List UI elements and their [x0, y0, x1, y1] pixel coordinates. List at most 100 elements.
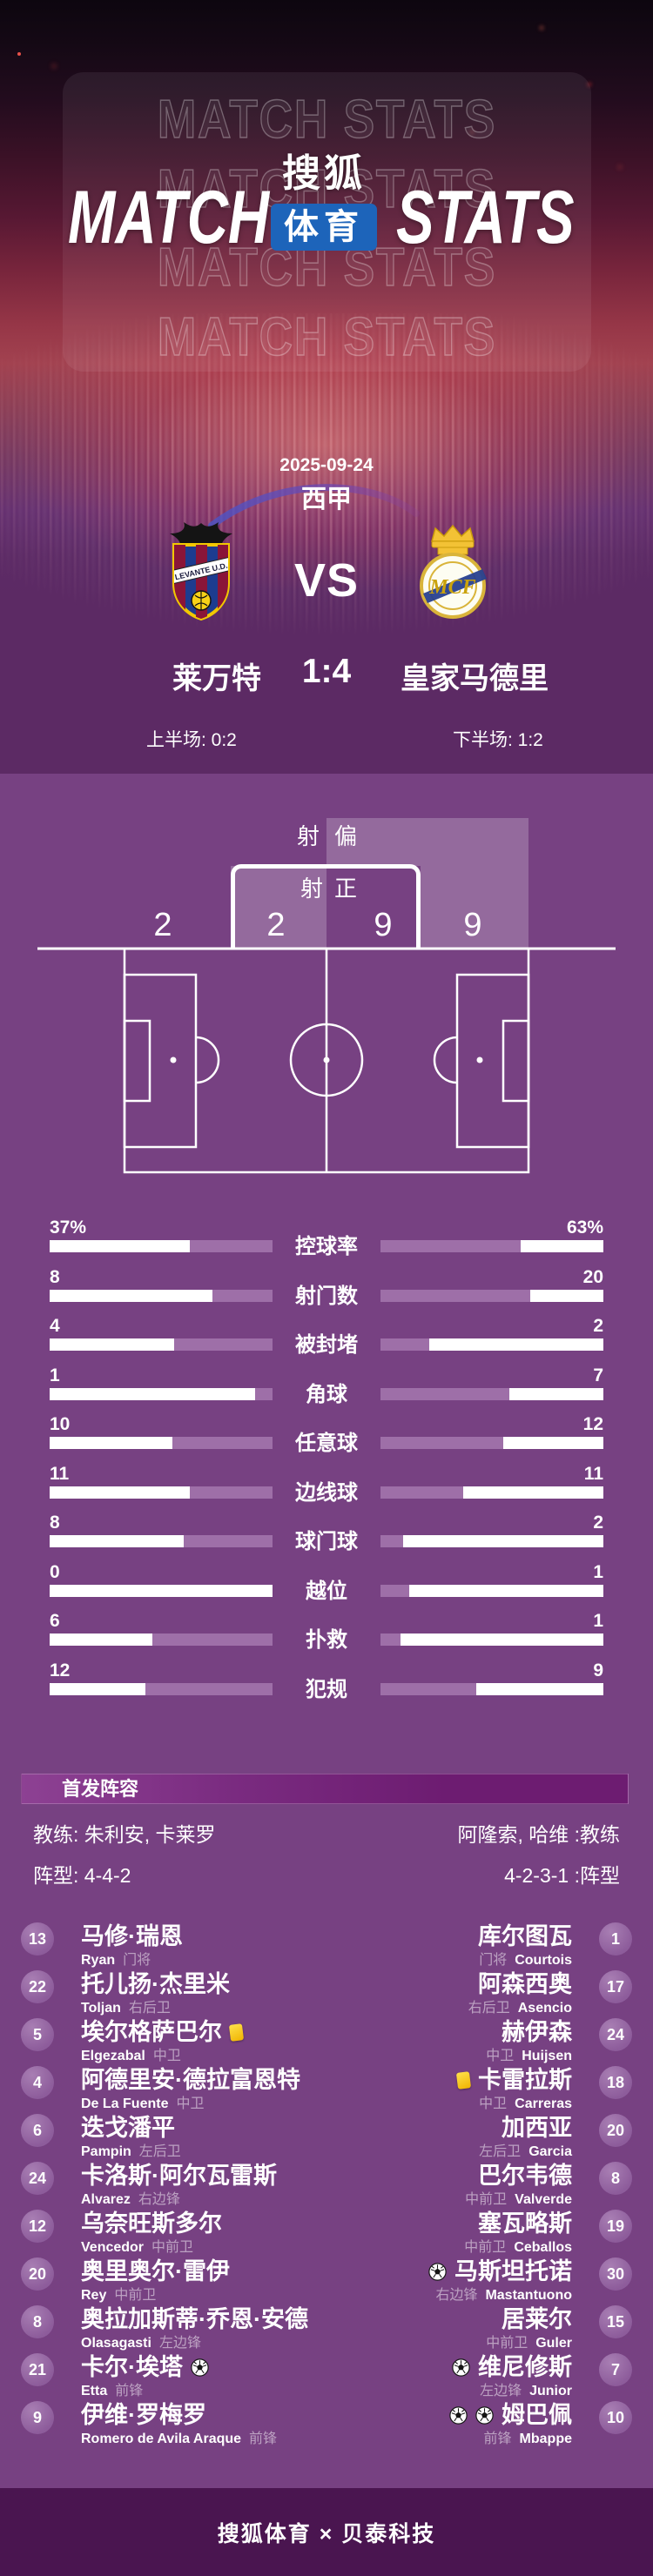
away-player-number-badge: 10 — [599, 2401, 632, 2434]
home-player-number-badge: 9 — [21, 2401, 54, 2434]
home-player-name-cn: 奥拉加斯蒂·乔恩·安德 — [81, 2306, 308, 2332]
home-formation: 阵型: 4-4-2 — [33, 1864, 131, 1887]
away-player-position: 右边锋 — [435, 2288, 478, 2303]
stat-away-bar — [380, 1585, 603, 1597]
home-team-name: 莱万特 — [172, 662, 261, 695]
lineup-row: 9 伊维·罗梅罗 Romero de Avila Araque 前锋 10 姆巴佩 前锋 Mb… — [0, 2394, 653, 2446]
goal-frame — [231, 864, 421, 949]
lineup-row: 4 阿德里安·德拉富恩特 De La Fuente 中卫 18 卡雷拉斯 中卫 Carrera… — [0, 2059, 653, 2111]
home-player-number-badge: 8 — [21, 2305, 54, 2338]
away-player-name-cn: 巴尔韦德 — [478, 2163, 572, 2189]
shots-on-target-label: 射 — [300, 875, 324, 902]
stat-row: 6 1 扑救 — [0, 1610, 653, 1659]
home-player-number-badge: 22 — [21, 1970, 54, 2003]
watermark-text: MATCH STATS — [157, 307, 497, 367]
stat-away-value: 2 — [593, 1513, 603, 1533]
stat-away-value: 2 — [593, 1316, 603, 1336]
home-player-name-cn: 卡洛斯·阿尔瓦雷斯 — [81, 2163, 277, 2189]
home-player-position: 中卫 — [176, 2096, 205, 2111]
stat-label: 射门数 — [295, 1285, 358, 1308]
svg-text:MCF: MCF — [428, 576, 475, 599]
home-player-position: 中前卫 — [114, 2288, 157, 2303]
home-player-name-cn: 伊维·罗梅罗 — [81, 2402, 206, 2428]
home-player-name-en: Pampin — [81, 2144, 131, 2159]
lineup-row: 8 奥拉加斯蒂·乔恩·安德 Olasagasti 左边锋 15 居莱尔 中前卫 Guler — [0, 2298, 653, 2351]
home-player-name-cn: 马修·瑞恩 — [81, 1923, 183, 1949]
stat-label: 角球 — [306, 1383, 347, 1406]
home-player-name-en: Romero de Avila Araque — [81, 2432, 242, 2446]
watermark-panel: MATCH STATS MATCH STATS MATCH STATS MATC… — [63, 72, 591, 372]
stat-home-bar — [50, 1290, 273, 1302]
home-player-name-en: Vencedor — [81, 2240, 145, 2255]
away-player-number-badge: 30 — [599, 2257, 632, 2291]
lineup-row: 12 乌奈旺斯多尔 Vencedor 中前卫 19 塞瓦略斯 中前卫 Ceballos — [0, 2203, 653, 2255]
goal-ball-icon — [449, 2405, 468, 2425]
home-shots-off-value: 2 — [153, 907, 172, 943]
light-streaks — [0, 313, 653, 679]
home-player-position: 左边锋 — [158, 2336, 201, 2351]
stat-away-value: 12 — [582, 1414, 603, 1434]
home-player-number-badge: 6 — [21, 2114, 54, 2147]
away-player-name-en: Ceballos — [514, 2240, 572, 2255]
stat-label: 球门球 — [295, 1530, 358, 1553]
away-player-name-en: Guler — [535, 2336, 572, 2351]
first-half-score: 上半场: 0:2 — [146, 730, 237, 750]
away-player-name-en: Junior — [529, 2384, 572, 2398]
spark-dots — [17, 52, 21, 56]
stat-home-bar — [50, 1633, 273, 1646]
away-shots-on-value: 9 — [374, 907, 393, 943]
shots-off-target-label: 偏 — [334, 823, 358, 849]
home-player-position: 门将 — [123, 1953, 151, 1968]
stat-home-value: 0 — [50, 1562, 60, 1582]
home-player-name-en: Olasagasti — [81, 2336, 151, 2351]
stat-home-value: 10 — [50, 1414, 71, 1434]
home-player-name-cn: 埃尔格萨巴尔 — [81, 2019, 222, 2045]
away-player-name-cn: 塞瓦略斯 — [478, 2210, 572, 2237]
lineup-section-title: 首发阵容 — [62, 1778, 139, 1800]
stadium-light-glow — [0, 261, 653, 670]
watermark-text: MATCH STATS — [157, 90, 497, 150]
stat-label: 边线球 — [295, 1481, 358, 1505]
goal-ball-icon — [452, 2358, 470, 2377]
match-date: 2025-09-24 — [279, 455, 374, 475]
stat-row: 4 2 被封堵 — [0, 1315, 653, 1364]
hero-section: MATCH STATS MATCH STATS MATCH STATS MATC… — [0, 0, 653, 774]
stat-label: 被封堵 — [295, 1333, 358, 1357]
away-player-position: 中卫 — [486, 2049, 515, 2063]
home-goal-highlight — [231, 866, 326, 949]
home-player-position: 前锋 — [249, 2432, 278, 2446]
stat-row: 0 1 越位 — [0, 1561, 653, 1610]
stat-home-bar — [50, 1338, 273, 1351]
away-highlight-band — [326, 818, 528, 866]
lineup-row: 24 卡洛斯·阿尔瓦雷斯 Alvarez 右边锋 8 巴尔韦德 中前卫 Valverde — [0, 2155, 653, 2207]
away-team-badge: MCF — [420, 524, 487, 619]
away-player-position: 前锋 — [483, 2432, 512, 2446]
away-player-number-badge: 1 — [599, 1922, 632, 1955]
stat-home-bar — [50, 1683, 273, 1695]
stat-away-value: 63% — [566, 1218, 603, 1238]
lineup-row: 22 托儿扬·杰里米 Toljan 右后卫 17 阿森西奥 右后卫 Asencio — [0, 1963, 653, 2016]
home-player-name-cn: 迭戈潘平 — [81, 2115, 175, 2141]
stat-home-value: 8 — [50, 1513, 60, 1533]
away-player-position: 中卫 — [479, 2096, 508, 2111]
stat-row: 11 11 边线球 — [0, 1463, 653, 1512]
home-player-name-en: Rey — [81, 2288, 107, 2303]
away-player-name-en: Huijsen — [522, 2049, 572, 2063]
home-player-name-cn: 托儿扬·杰里米 — [81, 1971, 230, 1997]
stat-away-bar — [380, 1683, 603, 1695]
home-player-position: 中卫 — [152, 2049, 181, 2063]
away-player-name-en: Garcia — [528, 2144, 572, 2159]
away-player-position: 左边锋 — [480, 2384, 522, 2398]
away-player-name-cn: 姆巴佩 — [502, 2402, 572, 2428]
home-team-badge: LEVANTE U.D. — [170, 522, 232, 621]
stat-row: 12 9 犯规 — [0, 1660, 653, 1708]
stat-row: 8 20 射门数 — [0, 1266, 653, 1315]
yellow-card-icon — [228, 2023, 245, 2042]
away-player-name-cn: 加西亚 — [502, 2115, 572, 2141]
away-player-number-badge: 17 — [599, 1970, 632, 2003]
stat-row: 1 7 角球 — [0, 1365, 653, 1413]
vs-label: VS — [293, 554, 360, 607]
home-player-name-cn: 卡尔·埃塔 — [81, 2354, 183, 2380]
stat-away-value: 9 — [593, 1660, 603, 1680]
